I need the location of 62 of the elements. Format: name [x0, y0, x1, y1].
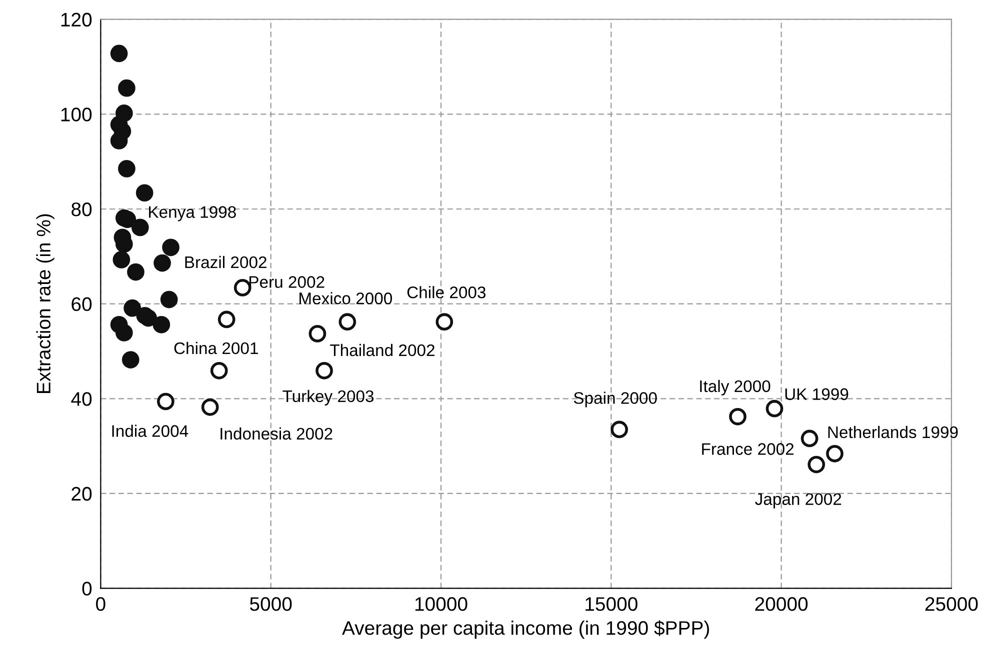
- point: [729, 408, 746, 426]
- annotation: Turkey 2003: [282, 390, 374, 406]
- point: [160, 290, 178, 308]
- x-tick-label: 15000: [586, 597, 638, 611]
- point: [210, 362, 228, 380]
- point: [162, 238, 180, 256]
- point: [152, 316, 170, 334]
- x-tick-label: 20000: [755, 597, 808, 611]
- point: [110, 44, 128, 62]
- x-tick-label: 25000: [925, 597, 978, 611]
- annotation: Peru 2002: [250, 276, 324, 288]
- x-tick-label: 10000: [415, 597, 468, 611]
- y-tick-label: 60: [72, 297, 92, 312]
- point: [800, 430, 818, 448]
- annotation: India 2004: [112, 424, 188, 437]
- annotation: France 2002: [702, 443, 794, 455]
- y-tick-label: 100: [61, 108, 92, 122]
- y-tick-label: 40: [71, 392, 92, 406]
- annotation: Japan 2002: [755, 493, 842, 508]
- point: [118, 160, 136, 178]
- point: [118, 79, 136, 97]
- point: [308, 325, 326, 342]
- point: [316, 362, 333, 380]
- point: [157, 392, 174, 410]
- point: [808, 456, 826, 474]
- point: [110, 132, 128, 150]
- y-tick-label: 120: [61, 12, 92, 27]
- x-axis-title: Average per capita income (in 1990 $PPP): [342, 620, 709, 639]
- point: [122, 351, 140, 368]
- point: [124, 299, 141, 317]
- point: [140, 309, 157, 327]
- annotation: Indonesia 2002: [220, 427, 332, 440]
- point: [218, 310, 236, 328]
- point: [338, 313, 356, 331]
- annotation: UK 1999: [785, 388, 848, 400]
- y-tick-label: 20: [72, 486, 92, 501]
- point: [115, 324, 133, 342]
- point: [826, 444, 844, 462]
- point: [131, 218, 149, 236]
- y-axis-title: Extraction rate (in %): [36, 214, 54, 393]
- point: [112, 251, 130, 268]
- annotation: Mexico 2000: [300, 292, 392, 304]
- point: [234, 279, 252, 296]
- point: [201, 398, 219, 416]
- annotation: Chile 2003: [407, 286, 486, 298]
- point: [766, 400, 784, 418]
- point: [127, 263, 144, 281]
- point: [610, 420, 628, 438]
- x-tick-label: 5000: [250, 597, 292, 611]
- point: [436, 313, 454, 331]
- annotation: Thailand 2002: [330, 344, 434, 356]
- annotation: Spain 2000: [574, 392, 657, 408]
- annotation: Netherlands 1999: [828, 426, 958, 438]
- annotation: China 2001: [174, 342, 258, 354]
- y-tick-label: 0: [82, 582, 92, 596]
- annotation: Kenya 1998: [149, 206, 236, 222]
- point: [136, 184, 154, 202]
- y-tick-label: 80: [72, 202, 92, 216]
- point: [154, 254, 171, 272]
- x-tick-label: 0: [96, 597, 106, 611]
- annotation: Italy 2000: [700, 380, 770, 396]
- annotation: Brazil 2002: [185, 256, 266, 268]
